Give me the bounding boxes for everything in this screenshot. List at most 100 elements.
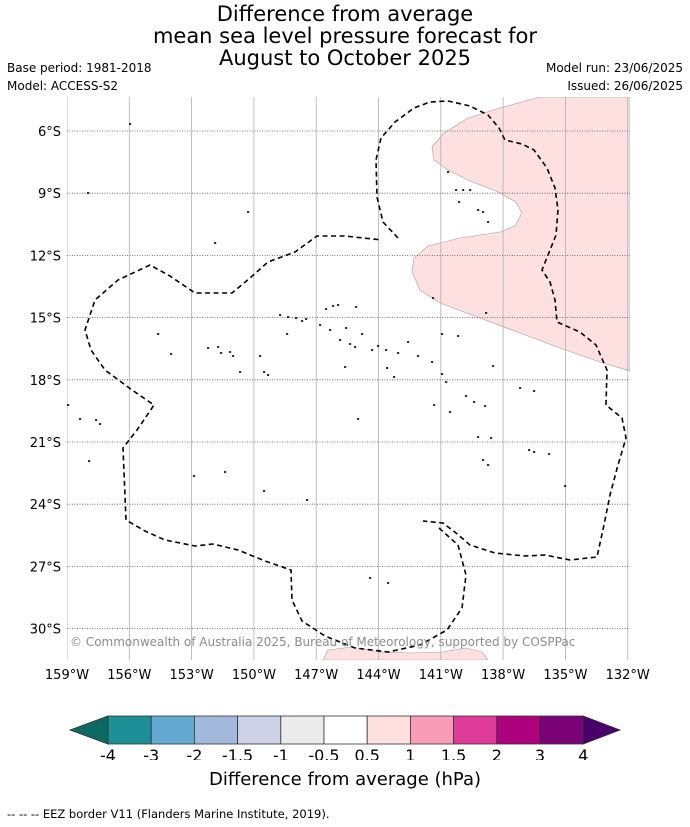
eez-border: [84, 100, 627, 653]
island: [369, 577, 372, 579]
longitude-label: 141°W: [419, 668, 463, 683]
colorbar-tick-label: 4: [578, 746, 588, 760]
colorbar-title: Difference from average (hPa): [208, 769, 482, 790]
longitude-label: 159°W: [45, 668, 89, 683]
island: [492, 365, 495, 367]
colorbar-segment: [539, 715, 584, 745]
island: [345, 327, 348, 329]
longitude-label: 135°W: [543, 668, 587, 683]
latitude-labels: 6°S 9°S 12°S 15°S 18°S 21°S 24°S 27°S 30°S: [30, 125, 61, 638]
island: [305, 318, 308, 320]
island: [455, 189, 458, 191]
island: [482, 459, 485, 461]
colorbar-segment: [237, 715, 282, 745]
model-run: Model run: 23/06/2025: [545, 61, 683, 75]
island: [157, 333, 160, 335]
colorbar-arrow-high: [582, 715, 622, 745]
island: [371, 349, 374, 351]
island: [354, 346, 357, 348]
colorbar-tick-label: 0.5: [354, 746, 379, 760]
island: [287, 316, 290, 318]
island: [214, 242, 217, 244]
base-period: Base period: 1981-2018: [7, 61, 152, 75]
colorbar: [68, 715, 622, 745]
colorbar-tick-label: 1.5: [441, 746, 466, 760]
island: [344, 366, 347, 368]
island: [387, 582, 390, 584]
island: [279, 314, 282, 316]
colorbar-tick-label: -1: [273, 746, 289, 760]
colorbar-tick-label: -3: [143, 746, 159, 760]
island: [445, 381, 448, 383]
title-line-2: mean sea level pressure forecast for: [152, 24, 538, 48]
island: [477, 436, 480, 438]
longitude-label: 138°W: [481, 668, 525, 683]
latitude-label: 9°S: [38, 187, 61, 202]
island: [487, 464, 490, 466]
colorbar-segment: [323, 715, 368, 745]
longitude-labels: 159°W 156°W 153°W 150°W 147°W 144°W 141°W 138°W…: [45, 668, 650, 683]
island: [482, 211, 485, 213]
meta-right: Model run: 23/06/2025 Issued: 26/06/2025: [546, 59, 683, 95]
islands: [67, 123, 567, 584]
colorbar-tick-label: -1.5: [222, 746, 253, 760]
colorbar-segment: [280, 715, 325, 745]
island: [564, 485, 567, 487]
latitude-label: 18°S: [30, 374, 61, 389]
colorbar-segment: [409, 715, 454, 745]
island: [332, 305, 335, 307]
latitude-label: 30°S: [30, 623, 61, 638]
island: [393, 376, 396, 378]
island: [229, 351, 232, 353]
longitude-label: 144°W: [356, 668, 400, 683]
island: [490, 437, 493, 439]
island: [484, 405, 487, 407]
latitude-label: 24°S: [30, 498, 61, 513]
island: [170, 353, 173, 355]
island: [129, 123, 132, 125]
colorbar-segment: [366, 715, 411, 745]
island: [447, 171, 450, 173]
map-area: © Commonwealth of Australia 2025, Bureau…: [67, 97, 630, 660]
colorbar-segment: [496, 715, 541, 745]
island: [220, 352, 223, 354]
latitude-label: 27°S: [30, 560, 61, 575]
island: [473, 401, 476, 403]
island: [377, 345, 380, 347]
latitude-label: 15°S: [30, 312, 61, 327]
island: [477, 209, 480, 211]
latitude-label: 21°S: [30, 436, 61, 451]
colorbar-segment: [453, 715, 498, 745]
island: [433, 404, 436, 406]
eez-footnote: -- -- -- EEZ border V11 (Flanders Marine…: [7, 807, 330, 821]
island: [361, 333, 364, 335]
island: [207, 347, 210, 349]
island: [441, 333, 444, 335]
island: [457, 335, 460, 337]
island: [441, 373, 444, 375]
longitude-label: 132°W: [606, 668, 650, 683]
island: [239, 371, 242, 373]
island: [462, 189, 465, 191]
island: [432, 297, 435, 299]
island: [99, 423, 102, 425]
latitude-label: 6°S: [38, 125, 61, 140]
island: [431, 361, 434, 363]
positive-anomaly-region: [411, 97, 630, 372]
island: [325, 308, 328, 310]
island: [193, 475, 196, 477]
island: [339, 339, 342, 341]
island: [232, 355, 235, 357]
island: [337, 304, 340, 306]
island: [355, 306, 358, 308]
island: [319, 324, 322, 326]
colorbar-segment: [193, 715, 238, 745]
island: [449, 411, 452, 413]
island: [458, 201, 461, 203]
island: [286, 333, 289, 335]
colorbar-tick-label: 1: [405, 746, 415, 760]
longitude-label: 153°W: [170, 668, 214, 683]
latitude-label: 12°S: [30, 249, 61, 264]
island: [386, 367, 389, 369]
island: [519, 387, 522, 389]
